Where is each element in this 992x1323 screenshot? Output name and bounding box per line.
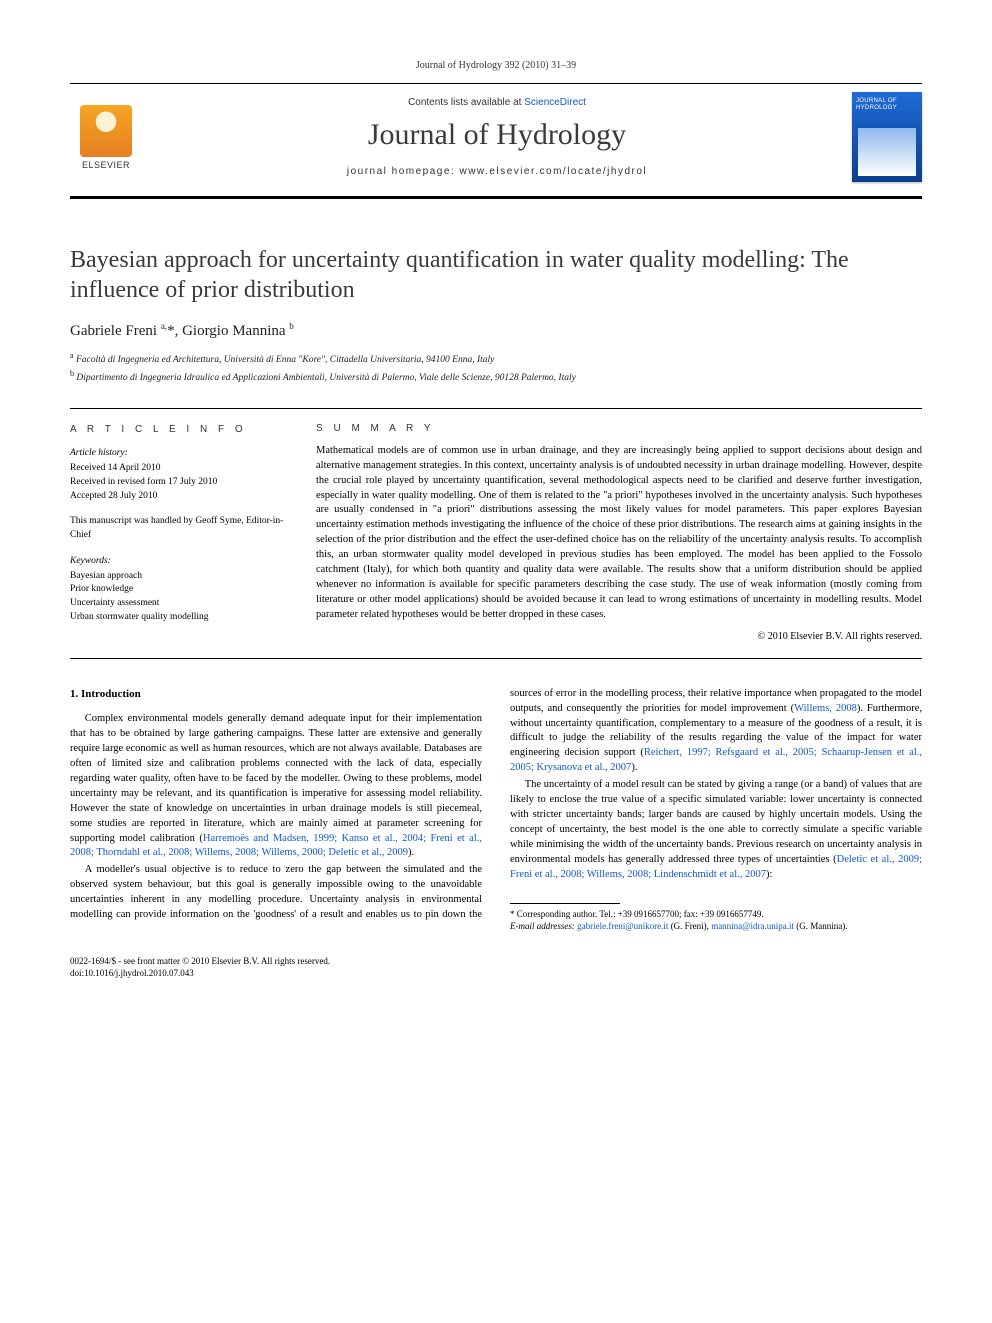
info-abstract-row: A R T I C L E I N F O Article history: R… xyxy=(70,408,922,659)
footnote-block: * Corresponding author. Tel.: +39 091665… xyxy=(510,903,922,933)
p1a: Complex environmental models generally d… xyxy=(70,713,482,843)
issn-line: 0022-1694/$ - see front matter © 2010 El… xyxy=(70,956,922,968)
journal-header: ELSEVIER Contents lists available at Sci… xyxy=(70,83,922,199)
handled-by: This manuscript was handled by Geoff Sym… xyxy=(70,515,288,543)
authors: Gabriele Freni a,*, Giorgio Mannina b xyxy=(70,321,922,340)
copyright-line: © 2010 Elsevier B.V. All rights reserved… xyxy=(316,631,922,642)
email-line: E-mail addresses: gabriele.freni@unikore… xyxy=(510,920,922,932)
affiliation: b Dipartimento di Ingegneria Idraulica e… xyxy=(70,368,922,386)
article-history: Article history: Received 14 April 2010R… xyxy=(70,447,288,503)
section-number: 1. xyxy=(70,688,78,700)
summary-text: Mathematical models are of common use in… xyxy=(316,444,922,623)
keyword: Urban stormwater quality modelling xyxy=(70,611,288,625)
history-line: Received in revised form 17 July 2010 xyxy=(70,476,288,490)
email-label: E-mail addresses: xyxy=(510,921,575,931)
contents-line: Contents lists available at ScienceDirec… xyxy=(158,97,836,108)
top-citation: Journal of Hydrology 392 (2010) 31–39 xyxy=(70,60,922,71)
p3b: ): xyxy=(766,869,772,880)
homepage-url: www.elsevier.com/locate/jhydrol xyxy=(459,166,647,177)
journal-title: Journal of Hydrology xyxy=(158,118,836,152)
paragraph: The uncertainty of a model result can be… xyxy=(510,778,922,882)
paragraph: Complex environmental models generally d… xyxy=(70,712,482,861)
journal-cover-thumb xyxy=(852,92,922,182)
article-info-col: A R T I C L E I N F O Article history: R… xyxy=(70,423,288,642)
keyword: Bayesian approach xyxy=(70,570,288,584)
email-link[interactable]: mannina@idra.unipa.it xyxy=(711,921,794,931)
summary-heading: S U M M A R Y xyxy=(316,423,922,434)
doi-line: doi:10.1016/j.jhydrol.2010.07.043 xyxy=(70,968,922,980)
p1b: ). xyxy=(408,847,414,858)
citation-inline[interactable]: Willems, 2008 xyxy=(794,703,857,714)
p2c: ). xyxy=(631,762,637,773)
homepage-line: journal homepage: www.elsevier.com/locat… xyxy=(158,166,836,177)
elsevier-tree-icon xyxy=(80,105,132,157)
article-title: Bayesian approach for uncertainty quanti… xyxy=(70,245,922,305)
p3a: The uncertainty of a model result can be… xyxy=(510,779,922,865)
sciencedirect-link[interactable]: ScienceDirect xyxy=(524,97,586,108)
header-center: Contents lists available at ScienceDirec… xyxy=(158,97,836,177)
contents-prefix: Contents lists available at xyxy=(408,97,524,108)
section-heading: 1. Introduction xyxy=(70,687,482,703)
history-line: Received 14 April 2010 xyxy=(70,462,288,476)
email-link[interactable]: gabriele.freni@unikore.it xyxy=(577,921,668,931)
abstract-col: S U M M A R Y Mathematical models are of… xyxy=(316,423,922,642)
affiliation: a Facoltà di Ingegneria ed Architettura,… xyxy=(70,350,922,368)
corresponding-author: * Corresponding author. Tel.: +39 091665… xyxy=(510,908,922,920)
email-owner: (G. Freni), xyxy=(671,921,709,931)
keywords-label: Keywords: xyxy=(70,555,288,569)
elsevier-label: ELSEVIER xyxy=(82,160,130,170)
keyword: Prior knowledge xyxy=(70,583,288,597)
email-owner: (G. Mannina). xyxy=(796,921,847,931)
section-title: Introduction xyxy=(81,688,141,700)
history-label: Article history: xyxy=(70,447,288,461)
keywords-block: Keywords: Bayesian approachPrior knowled… xyxy=(70,555,288,625)
history-line: Accepted 28 July 2010 xyxy=(70,490,288,504)
elsevier-logo: ELSEVIER xyxy=(70,98,142,176)
footnote-rule xyxy=(510,903,620,904)
affiliations: a Facoltà di Ingegneria ed Architettura,… xyxy=(70,350,922,386)
bottom-meta: 0022-1694/$ - see front matter © 2010 El… xyxy=(70,956,922,979)
keyword: Uncertainty assessment xyxy=(70,597,288,611)
article-info-heading: A R T I C L E I N F O xyxy=(70,423,288,438)
body-text: 1. Introduction Complex environmental mo… xyxy=(70,687,922,933)
homepage-prefix: journal homepage: xyxy=(347,166,460,177)
